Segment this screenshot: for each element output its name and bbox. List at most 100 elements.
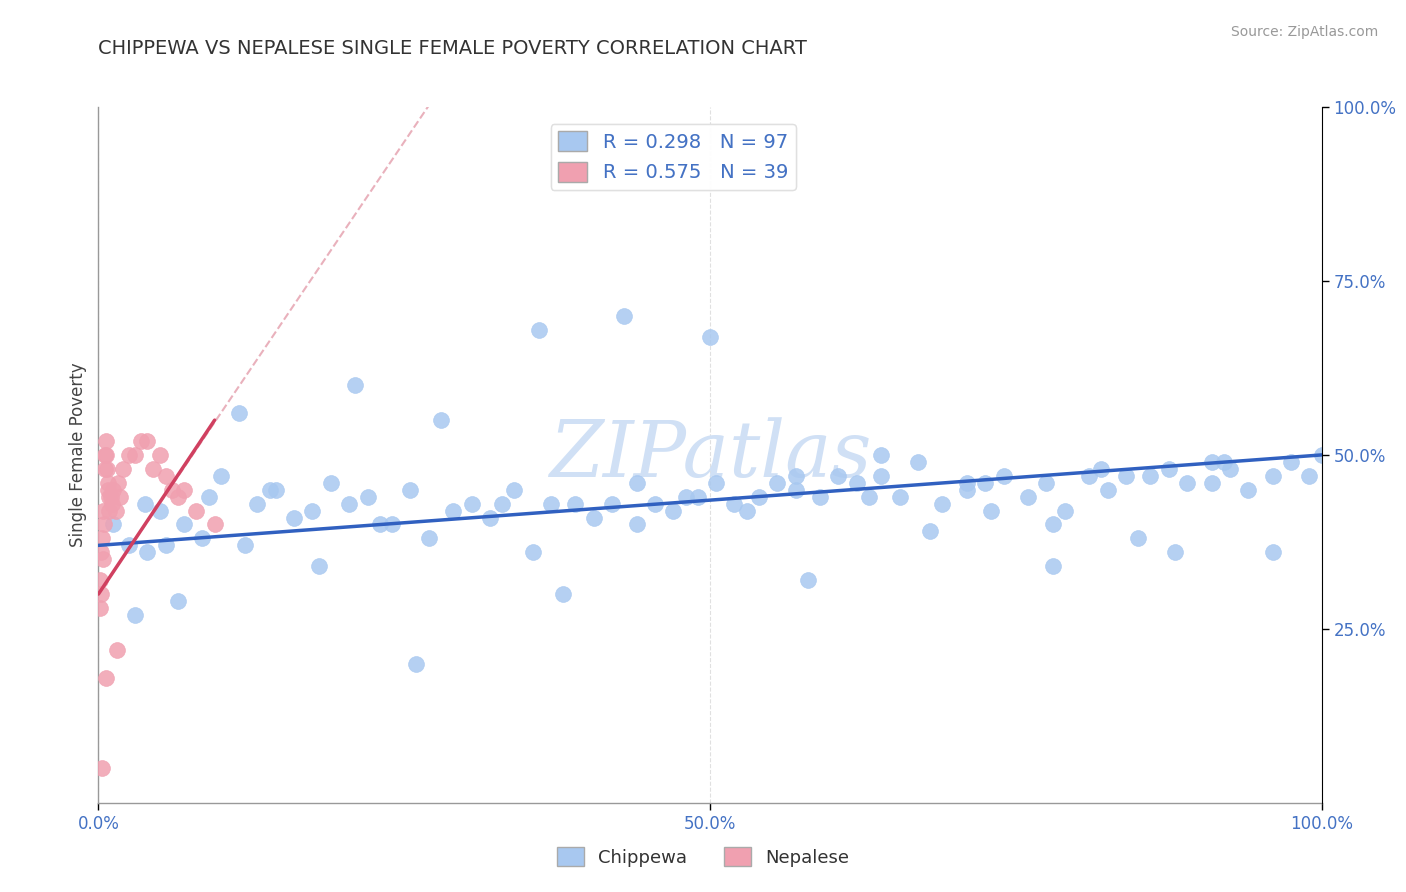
Point xyxy=(91,552,114,566)
Point xyxy=(441,503,464,517)
Point xyxy=(167,594,190,608)
Point xyxy=(785,468,807,483)
Point xyxy=(1212,455,1234,469)
Y-axis label: Single Female Poverty: Single Female Poverty xyxy=(69,363,87,547)
Point xyxy=(808,490,831,504)
Point xyxy=(91,503,114,517)
Point xyxy=(1279,455,1302,469)
Point xyxy=(723,497,745,511)
Point xyxy=(97,490,120,504)
Point xyxy=(1175,475,1198,490)
Point xyxy=(90,545,112,559)
Point xyxy=(405,657,427,671)
Point xyxy=(90,587,112,601)
Point xyxy=(134,497,156,511)
Point xyxy=(920,524,942,539)
Point xyxy=(785,483,807,497)
Text: CHIPPEWA VS NEPALESE SINGLE FEMALE POVERTY CORRELATION CHART: CHIPPEWA VS NEPALESE SINGLE FEMALE POVER… xyxy=(98,39,807,58)
Point xyxy=(1164,545,1187,559)
Text: ZIPatlas: ZIPatlas xyxy=(548,417,872,493)
Point xyxy=(356,490,378,504)
Point xyxy=(149,503,172,517)
Point xyxy=(100,490,122,504)
Point xyxy=(124,448,146,462)
Point xyxy=(155,468,177,483)
Point xyxy=(101,517,124,532)
Point xyxy=(167,490,190,504)
Point xyxy=(907,455,929,469)
Point xyxy=(319,475,342,490)
Point xyxy=(956,483,979,497)
Point xyxy=(704,475,727,490)
Point xyxy=(1298,468,1320,483)
Point xyxy=(1128,532,1150,546)
Point xyxy=(1115,468,1137,483)
Point xyxy=(368,517,391,532)
Point xyxy=(204,517,226,532)
Point xyxy=(97,483,120,497)
Point xyxy=(675,490,697,504)
Point xyxy=(246,497,269,511)
Point xyxy=(191,532,214,546)
Point xyxy=(173,483,195,497)
Point xyxy=(381,517,404,532)
Point xyxy=(149,448,172,462)
Point xyxy=(644,497,666,511)
Point xyxy=(399,483,422,497)
Point xyxy=(301,503,323,517)
Point xyxy=(93,448,115,462)
Point xyxy=(101,483,124,497)
Point xyxy=(1201,475,1223,490)
Point xyxy=(797,573,820,587)
Point xyxy=(889,490,911,504)
Point xyxy=(118,538,141,552)
Point xyxy=(460,497,482,511)
Point xyxy=(1237,483,1260,497)
Point xyxy=(827,468,849,483)
Point xyxy=(98,503,121,517)
Point xyxy=(600,497,623,511)
Point xyxy=(1219,462,1241,476)
Point xyxy=(1310,448,1333,462)
Point xyxy=(105,642,128,657)
Point xyxy=(418,532,440,546)
Point xyxy=(89,601,111,615)
Point xyxy=(96,448,118,462)
Point xyxy=(209,468,232,483)
Point xyxy=(1097,483,1119,497)
Point xyxy=(308,559,330,574)
Point xyxy=(540,497,562,511)
Point xyxy=(613,309,636,323)
Point xyxy=(173,517,195,532)
Point xyxy=(858,490,880,504)
Point xyxy=(97,475,120,490)
Text: Source: ZipAtlas.com: Source: ZipAtlas.com xyxy=(1230,25,1378,39)
Point xyxy=(993,468,1015,483)
Point xyxy=(155,538,177,552)
Point xyxy=(564,497,586,511)
Legend: Chippewa, Nepalese: Chippewa, Nepalese xyxy=(550,840,856,874)
Point xyxy=(1078,468,1101,483)
Point xyxy=(337,497,360,511)
Point xyxy=(91,761,114,775)
Point xyxy=(136,434,159,448)
Point xyxy=(94,434,117,448)
Point xyxy=(344,378,367,392)
Point xyxy=(129,434,152,448)
Point xyxy=(662,503,685,517)
Point xyxy=(478,510,501,524)
Point xyxy=(870,468,893,483)
Point xyxy=(93,517,115,532)
Point xyxy=(626,517,648,532)
Point xyxy=(101,497,124,511)
Point xyxy=(553,587,575,601)
Point xyxy=(186,503,208,517)
Point xyxy=(91,532,114,546)
Point xyxy=(931,497,953,511)
Point xyxy=(870,448,893,462)
Point xyxy=(956,475,979,490)
Point xyxy=(1042,517,1064,532)
Point xyxy=(1035,475,1057,490)
Point xyxy=(980,503,1002,517)
Point xyxy=(735,503,758,517)
